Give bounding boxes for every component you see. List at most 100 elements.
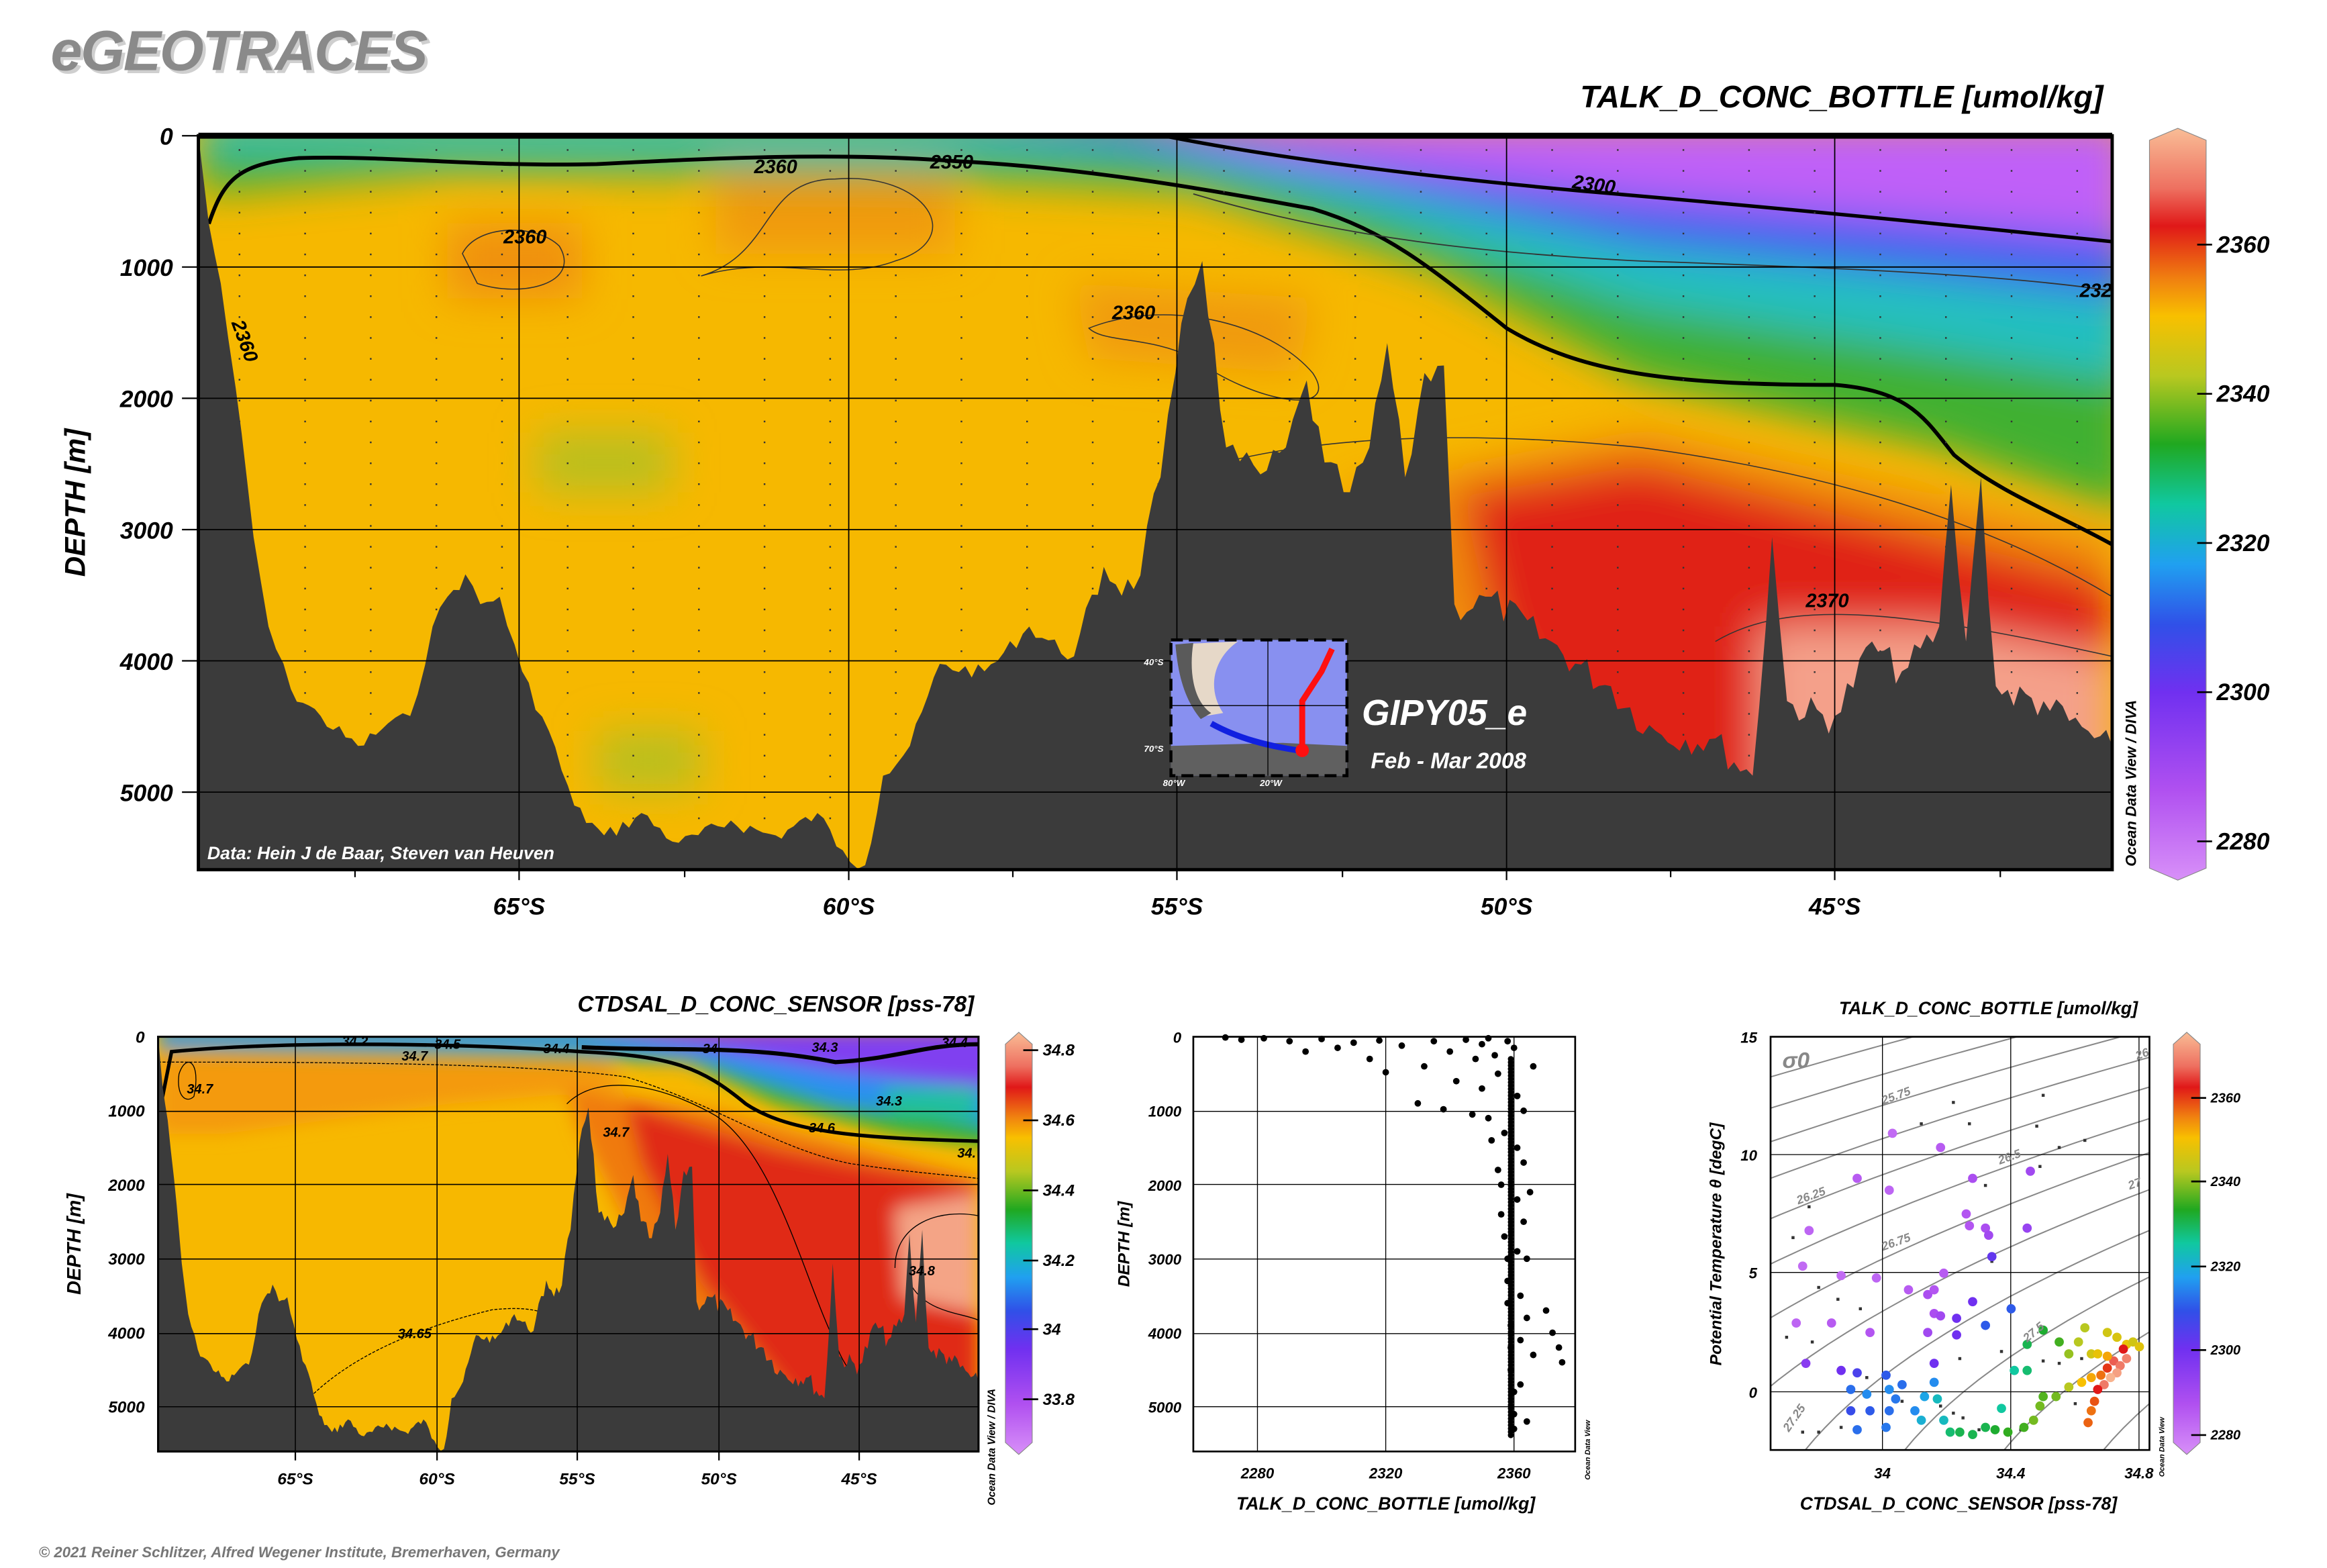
sample-dot (895, 734, 897, 736)
data-point (1804, 1226, 1814, 1236)
sample-dot (566, 191, 568, 193)
sample-dot (829, 754, 832, 756)
sample-dot (1879, 253, 1881, 256)
sample-dot (1879, 420, 1881, 423)
sample-dot (1879, 295, 1881, 297)
field-green-blob (596, 730, 701, 791)
sample-dot (1223, 211, 1225, 214)
data-point (1507, 1432, 1514, 1438)
sample-dot (304, 420, 306, 423)
sample-dot (1551, 232, 1553, 235)
sample-dot (632, 525, 634, 527)
sample-dot (1485, 567, 1487, 569)
sample-dot (895, 253, 897, 256)
sample-dot (1091, 483, 1094, 485)
sample-dot (1748, 274, 1750, 277)
sample-dot (1551, 149, 1553, 151)
sample-dot (1157, 441, 1160, 444)
sample-dot (895, 316, 897, 318)
sample-dot (1879, 191, 1881, 193)
sample-dot (435, 211, 438, 214)
sample-dot (632, 295, 634, 297)
contour-label: 34.2 (342, 1034, 368, 1049)
sample-dot (501, 170, 503, 172)
sample-dot (895, 441, 897, 444)
sample-dot (2076, 274, 2079, 277)
isopycnal-label: 27.25 (1780, 1401, 1809, 1434)
y-tick-label: 0 (160, 124, 173, 150)
sample-dot (895, 650, 897, 652)
sample-dot (1879, 525, 1881, 527)
data-point (1865, 1328, 1875, 1338)
data-point (1997, 1404, 2006, 1414)
isopycnal-label: 26.75 (1879, 1230, 1914, 1254)
sample-dot (1485, 337, 1487, 339)
sample-dot (1682, 358, 1685, 360)
sample-dot (566, 629, 568, 632)
sample-dot (829, 650, 832, 652)
sample-dot (304, 546, 306, 548)
inset-map: 40°S 70°S 80°W 20°W (1143, 638, 1349, 788)
sample-dot (1682, 191, 1685, 193)
sample-dot (1157, 149, 1160, 151)
y-tick-label: 0 (1749, 1384, 1758, 1401)
sample-dot (1814, 170, 1816, 172)
sample-dot (1026, 525, 1028, 527)
data-point (1414, 1099, 1422, 1107)
sample-dot (1354, 399, 1356, 402)
sample-dot (1879, 170, 1881, 172)
sample-dot (829, 358, 832, 360)
sample-dot (632, 546, 634, 548)
y-tick-label: 1000 (108, 1103, 145, 1121)
isopycnal-line (1770, 1118, 2150, 1265)
colorbar: 34.8 34.6 34.4 34.2 34 33.8 (1005, 1032, 1075, 1455)
data-dot (1817, 1430, 1820, 1434)
sample-dot (763, 232, 766, 235)
sample-dot (895, 692, 897, 694)
sample-dot (435, 253, 438, 256)
sample-dot (238, 358, 241, 360)
sample-dot (1091, 253, 1094, 256)
sample-dot (1814, 504, 1816, 506)
sample-dot (2010, 608, 2013, 611)
sample-dot (501, 420, 503, 423)
data-point (1421, 1063, 1428, 1070)
sample-dot (1617, 170, 1619, 172)
sample-dot (501, 504, 503, 506)
sample-dot (566, 650, 568, 652)
sample-dot (1945, 232, 1947, 235)
y-tick-label: 2000 (1148, 1177, 1182, 1194)
plot-frame (157, 1036, 980, 1453)
colorbar-gradient (1005, 1032, 1033, 1455)
sample-dot (1617, 587, 1619, 590)
sample-dot (1026, 211, 1028, 214)
sample-dot (1223, 149, 1225, 151)
x-axis-label: TALK_D_CONC_BOTTLE [umol/kg] (1236, 1493, 1536, 1514)
sample-dot (1091, 546, 1094, 548)
sample-dot (960, 149, 962, 151)
sample-dot (566, 567, 568, 569)
sample-dot (895, 671, 897, 673)
sample-dot (2076, 525, 2079, 527)
sample-dot (895, 399, 897, 402)
x-tick-label: 55°S (1151, 893, 1203, 920)
sample-dot (1551, 587, 1553, 590)
data-point (1968, 1430, 1977, 1439)
sample-dot (1879, 211, 1881, 214)
data-point (2022, 1365, 2032, 1375)
sample-dot (829, 775, 832, 778)
x-tick-label: 45°S (840, 1470, 877, 1488)
sample-dot (895, 462, 897, 464)
inset-station-marker (1295, 743, 1309, 757)
sample-dot (1551, 441, 1553, 444)
sample-dot (1551, 504, 1553, 506)
sample-dot (1617, 274, 1619, 277)
sample-dot (2010, 316, 2013, 318)
sample-dot (1617, 149, 1619, 151)
sample-dot (1814, 650, 1816, 652)
sample-dot (566, 274, 568, 277)
contour-2320 (1193, 193, 2112, 292)
salinity-section-chart: CTDSAL_D_CONC_SENSOR [pss-78] 34.7 34.7 34.… (64, 992, 997, 1506)
sample-dot (895, 546, 897, 548)
sample-dot (960, 379, 962, 381)
